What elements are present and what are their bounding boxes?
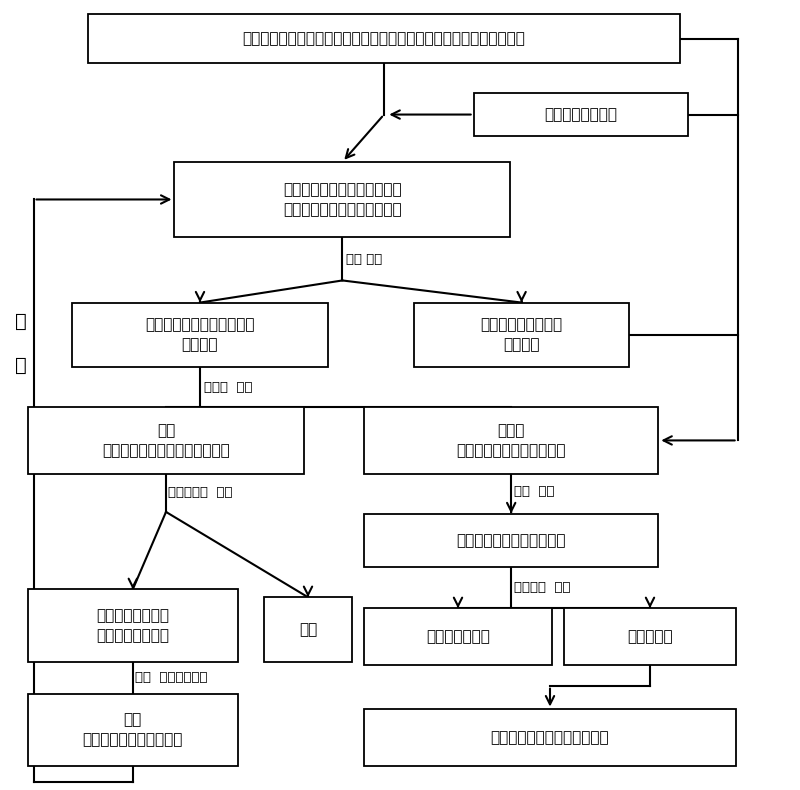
Bar bbox=[364, 407, 658, 474]
Text: 液态二氯二氢硅: 液态二氯二氢硅 bbox=[426, 630, 490, 644]
Text: 加热  吹入高纯氢气: 加热 吹入高纯氢气 bbox=[135, 672, 208, 684]
Bar bbox=[28, 407, 304, 474]
Bar bbox=[28, 694, 238, 766]
Text: 三氯氢硅、四氯化硅
（液态）: 三氯氢硅、四氯化硅 （液态） bbox=[481, 318, 562, 352]
Text: 加压 冷却: 加压 冷却 bbox=[346, 253, 382, 265]
Bar bbox=[364, 514, 658, 567]
Text: 氢气
（含氯化氢、四氯化硅）: 氢气 （含氯化氢、四氯化硅） bbox=[82, 713, 183, 747]
Bar bbox=[88, 14, 680, 63]
Text: 氢气
（含少量的氯化氢、四氯化硅）: 氢气 （含少量的氯化氢、四氯化硅） bbox=[102, 423, 230, 458]
Text: 活性炭（吸附了氯
化氢、四氯化硅）: 活性炭（吸附了氯 化氢、四氯化硅） bbox=[96, 608, 170, 643]
Bar bbox=[564, 608, 736, 665]
Text: 尾气（氢气、氯化氢、二氯二
氢硅、三氯氢硅、四氯化硅）: 尾气（氢气、氯化氢、二氯二 氢硅、三氯氢硅、四氯化硅） bbox=[283, 182, 402, 217]
Bar bbox=[364, 709, 736, 766]
Text: 循

环: 循 环 bbox=[15, 312, 26, 375]
Text: 氢气、氯化氢、二氯二氢硅
（气态）: 氢气、氯化氢、二氯二氢硅 （气态） bbox=[146, 318, 254, 352]
Bar bbox=[364, 608, 552, 665]
Bar bbox=[174, 162, 510, 237]
Bar bbox=[414, 303, 629, 367]
Text: 液态四氯化硅淋洗: 液态四氯化硅淋洗 bbox=[544, 107, 618, 122]
Bar bbox=[264, 597, 352, 662]
Text: 吸收剂  吸收: 吸收剂 吸收 bbox=[204, 381, 253, 393]
Text: 吸收剂
（含氯化氢、二氯二氢硅）: 吸收剂 （含氯化氢、二氯二氢硅） bbox=[457, 423, 566, 458]
Text: 尾气（主要包括：氢气、氯化氢、二氯二氢硅、三氯氢硅、四氯化硅）: 尾气（主要包括：氢气、氯化氢、二氯二氢硅、三氯氢硅、四氯化硅） bbox=[242, 32, 526, 46]
Text: 升温  加压: 升温 加压 bbox=[514, 485, 554, 498]
Text: 气态的氯化氢、二氯二氢硅: 气态的氯化氢、二氯二氢硅 bbox=[457, 533, 566, 547]
Bar bbox=[474, 93, 688, 136]
Text: 多晶硅生产中三氯氢硅的合成: 多晶硅生产中三氯氢硅的合成 bbox=[490, 731, 610, 745]
Text: 活性炭吸附  过滤: 活性炭吸附 过滤 bbox=[169, 487, 233, 499]
Text: 气态氯化氢: 气态氯化氢 bbox=[627, 630, 673, 644]
Text: 氢气: 氢气 bbox=[299, 623, 317, 637]
Text: 控制压力  温度: 控制压力 温度 bbox=[514, 581, 570, 594]
Bar bbox=[72, 303, 328, 367]
Bar bbox=[28, 589, 238, 662]
